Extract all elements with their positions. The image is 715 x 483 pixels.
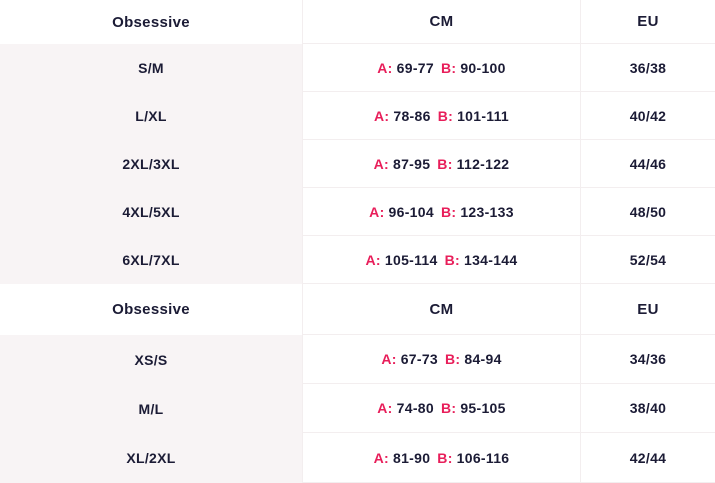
table2-header-cm: CM — [302, 284, 580, 335]
eu-cell: 44/46 — [580, 140, 715, 188]
b-label: B: — [440, 59, 457, 76]
eu-cell: 34/36 — [580, 335, 715, 384]
size-cell: L/XL — [0, 92, 302, 140]
table2-header-brand: Obsessive — [0, 284, 302, 335]
b-value: 106-116 — [456, 449, 510, 466]
size-cell: S/M — [0, 44, 302, 92]
cm-cell: A: 69-77 B: 90-100 — [302, 44, 580, 92]
table1-header-brand: Obsessive — [0, 0, 302, 44]
cm-cell: A: 81-90 B: 106-116 — [302, 433, 580, 483]
size-cell: 4XL/5XL — [0, 188, 302, 236]
eu-cell: 48/50 — [580, 188, 715, 236]
a-value: 81-90 — [392, 449, 431, 466]
a-value: 78-86 — [393, 107, 431, 124]
cm-cell: A: 78-86 B: 101-111 — [302, 92, 580, 140]
eu-cell: 52/54 — [580, 236, 715, 284]
a-value: 69-77 — [396, 59, 434, 76]
table1-header-cm: CM — [302, 0, 580, 44]
size-cell: XS/S — [0, 335, 302, 384]
b-value: 84-94 — [464, 351, 502, 367]
b-label: B: — [440, 400, 457, 416]
a-label: A: — [377, 59, 393, 76]
size-cell: XL/2XL — [0, 433, 302, 483]
eu-cell: 38/40 — [580, 384, 715, 433]
b-label: B: — [440, 203, 457, 220]
b-value: 123-133 — [460, 203, 514, 220]
a-label: A: — [365, 251, 381, 268]
a-label: A: — [374, 107, 390, 124]
a-value: 96-104 — [388, 203, 434, 220]
cm-cell: A: 105-114 B: 134-144 — [302, 236, 580, 284]
size-cell: 2XL/3XL — [0, 140, 302, 188]
size-cell: 6XL/7XL — [0, 236, 302, 284]
a-label: A: — [377, 400, 393, 416]
b-value: 90-100 — [460, 59, 506, 76]
table2-header-eu: EU — [580, 284, 715, 335]
b-label: B: — [437, 155, 453, 172]
size-cell: M/L — [0, 384, 302, 433]
table1-header-eu: EU — [580, 0, 715, 44]
cm-cell: A: 67-73 B: 84-94 — [302, 335, 580, 384]
eu-cell: 36/38 — [580, 44, 715, 92]
a-label: A: — [369, 203, 385, 220]
b-label: B: — [444, 251, 460, 268]
b-value: 134-144 — [463, 251, 518, 268]
cm-cell: A: 96-104 B: 123-133 — [302, 188, 580, 236]
a-value: 74-80 — [396, 400, 434, 416]
a-value: 87-95 — [392, 155, 431, 172]
a-label: A: — [381, 351, 397, 367]
b-value: 101-111 — [457, 107, 509, 124]
eu-cell: 40/42 — [580, 92, 715, 140]
b-value: 95-105 — [460, 400, 506, 416]
eu-cell: 42/44 — [580, 433, 715, 483]
cm-cell: A: 87-95 B: 112-122 — [302, 140, 580, 188]
b-label: B: — [445, 351, 461, 367]
a-value: 67-73 — [400, 351, 438, 367]
a-label: A: — [373, 155, 389, 172]
b-label: B: — [437, 449, 453, 466]
a-label: A: — [373, 449, 389, 466]
a-value: 105-114 — [384, 251, 438, 268]
b-label: B: — [437, 107, 454, 124]
cm-cell: A: 74-80 B: 95-105 — [302, 384, 580, 433]
b-value: 112-122 — [456, 155, 510, 172]
